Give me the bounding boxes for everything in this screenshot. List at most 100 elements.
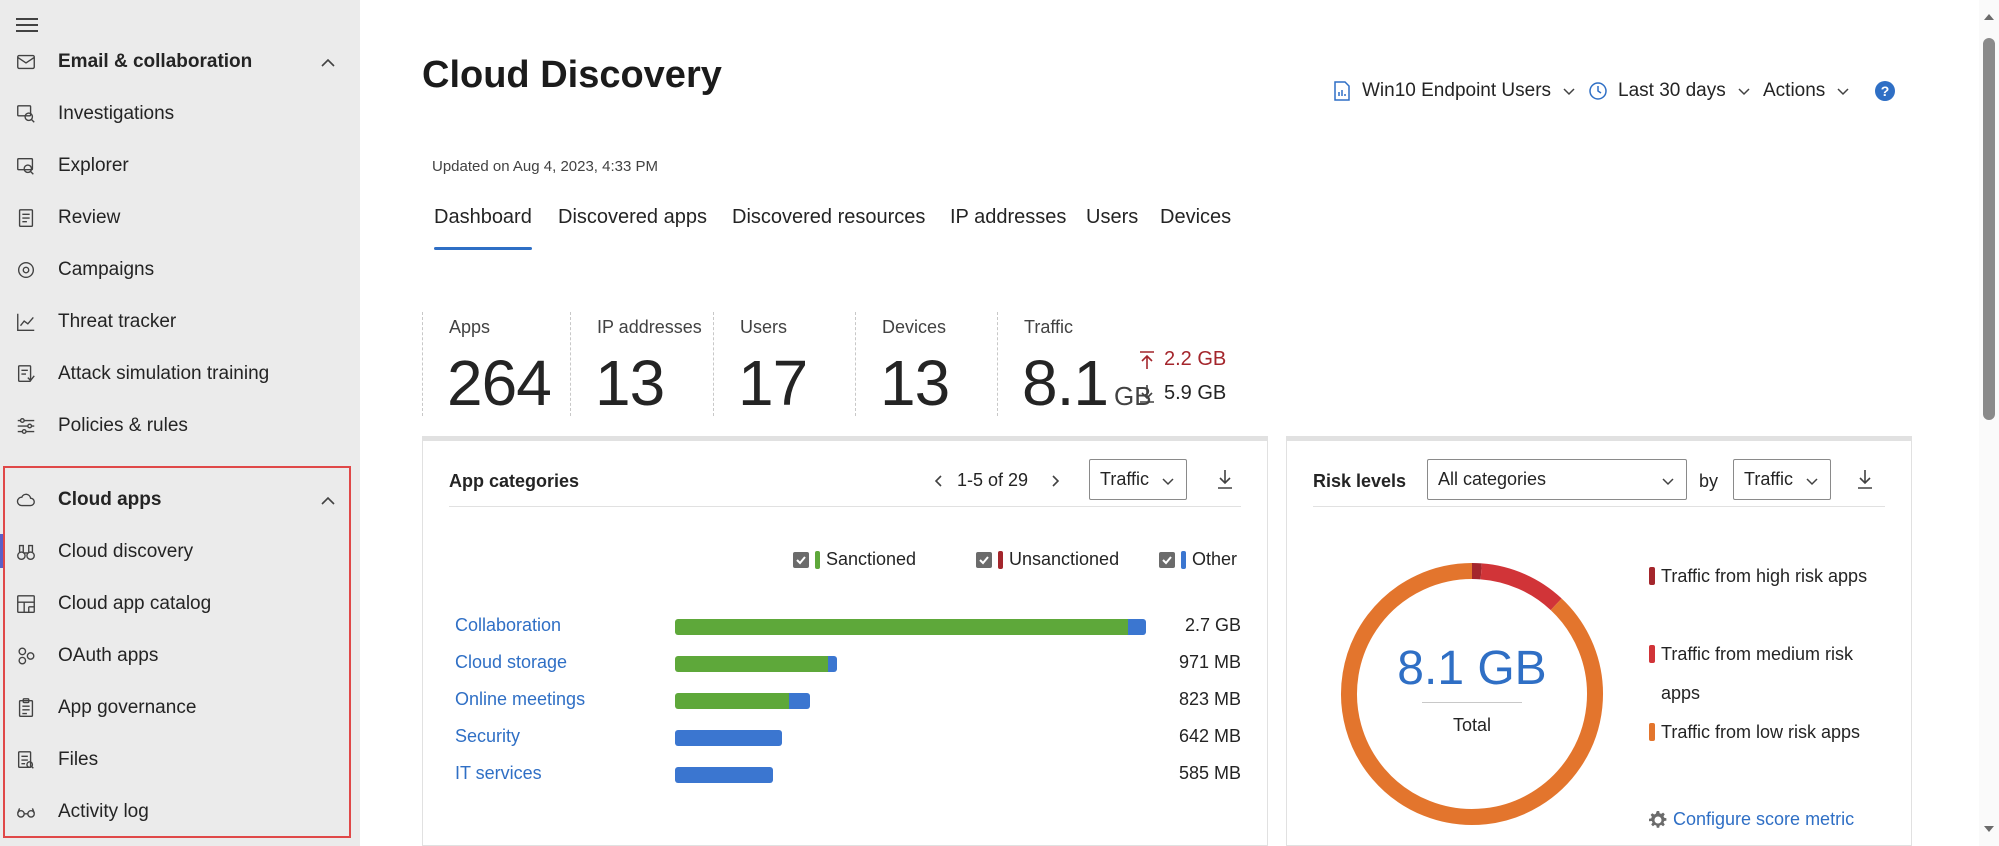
nav-item-campaigns[interactable]: Campaigns <box>0 244 360 296</box>
nav-item-attack-simulation-training[interactable]: Attack simulation training <box>0 348 360 400</box>
arrow-down-icon <box>1140 384 1154 403</box>
nav-group-email-collaboration[interactable]: Email & collaboration <box>0 36 360 88</box>
legend-swatch <box>815 550 820 569</box>
tab-discovered-resources[interactable]: Discovered resources <box>732 206 926 228</box>
stat-label: Apps <box>449 317 491 337</box>
chevron-down-icon <box>1806 478 1818 486</box>
risk-donut-chart: 8.1 GB Total <box>1337 559 1607 829</box>
stat-label: IP addresses <box>597 317 702 337</box>
svg-text:?: ? <box>1881 83 1890 99</box>
nav-item-investigations[interactable]: Investigations <box>0 88 360 140</box>
tab-dashboard[interactable]: Dashboard <box>434 206 532 250</box>
risk-levels-card: Risk levels All categories by Traffic 8.… <box>1286 436 1912 846</box>
nav-item-threat-tracker[interactable]: Threat tracker <box>0 296 360 348</box>
stat-ip-addresses[interactable]: IP addresses 13 <box>570 312 713 419</box>
nav-item-cloud-app-catalog[interactable]: Cloud app catalog <box>0 578 360 630</box>
nav-item-label: Review <box>58 207 121 228</box>
report-label: Win10 Endpoint Users <box>1362 80 1552 101</box>
legend-sanctioned[interactable]: Sanctioned <box>793 549 916 570</box>
nav-item-label: Investigations <box>58 103 175 124</box>
bar-other <box>675 730 782 746</box>
category-link[interactable]: Cloud storage <box>455 652 568 672</box>
category-bar <box>675 767 773 783</box>
legend-label: Traffic from medium risk apps <box>1661 644 1854 703</box>
stat-users[interactable]: Users 17 <box>713 312 855 419</box>
legend-unsanctioned[interactable]: Unsanctioned <box>976 549 1119 570</box>
nav-item-label: Policies & rules <box>58 415 188 436</box>
nav-item-cloud-discovery[interactable]: Cloud discovery <box>0 526 360 578</box>
nav-item-files[interactable]: Files <box>0 734 360 786</box>
download-icon[interactable] <box>1855 468 1875 490</box>
category-row: Collaboration 2.7 GB <box>449 611 1241 641</box>
nav-item-explorer[interactable]: Explorer <box>0 140 360 192</box>
period-selector[interactable]: Last 30 days <box>1588 76 1752 106</box>
actions-label: Actions <box>1763 80 1826 101</box>
chevron-right-icon[interactable] <box>1047 473 1063 489</box>
donut-segment-medium[interactable] <box>1480 563 1562 611</box>
sliders-icon <box>14 414 38 438</box>
card-header: App categories 1-5 of 29 Traffic <box>449 459 1241 507</box>
dropdown-value: All categories <box>1438 469 1547 489</box>
help-button[interactable]: ? <box>1874 76 1896 106</box>
nav-item-label: App governance <box>58 697 197 718</box>
period-label: Last 30 days <box>1618 80 1726 101</box>
scrollbar-thumb[interactable] <box>1983 38 1995 420</box>
cloud-apps-highlight <box>3 466 351 838</box>
card-title: App categories <box>449 471 580 491</box>
category-link[interactable]: Security <box>455 726 521 746</box>
risk-category-dropdown[interactable]: All categories <box>1427 459 1687 500</box>
category-row: IT services 585 MB <box>449 759 1241 789</box>
vertical-scrollbar[interactable] <box>1979 0 1999 846</box>
donut-segment-low[interactable] <box>1341 563 1603 825</box>
app-categories-metric-dropdown[interactable]: Traffic <box>1089 459 1187 500</box>
nav-item-app-governance[interactable]: App governance <box>0 682 360 734</box>
category-link[interactable]: IT services <box>455 763 542 783</box>
app-categories-card: App categories 1-5 of 29 Traffic Sanctio… <box>422 436 1268 846</box>
scroll-up-icon[interactable] <box>1983 12 1995 22</box>
nav-item-oauth-apps[interactable]: OAuth apps <box>0 630 360 682</box>
tab-users[interactable]: Users <box>1086 206 1139 228</box>
nav-group-cloud-apps[interactable]: Cloud apps <box>0 474 360 526</box>
scroll-down-icon[interactable] <box>1983 824 1995 834</box>
nav-item-activity-log[interactable]: Activity log <box>0 786 360 838</box>
category-link[interactable]: Collaboration <box>455 615 562 635</box>
explorer-icon <box>14 154 38 178</box>
report-selector[interactable]: Win10 Endpoint Users <box>1332 76 1577 106</box>
hamburger-menu-icon[interactable] <box>16 18 38 34</box>
stat-apps[interactable]: Apps 264 <box>422 312 570 419</box>
chevron-down-icon <box>1662 478 1674 486</box>
tab-devices[interactable]: Devices <box>1160 206 1232 228</box>
stat-label: Traffic <box>1024 317 1074 337</box>
actions-menu[interactable]: Actions <box>1763 76 1851 106</box>
nav-group-label: Email & collaboration <box>58 51 253 72</box>
risk-legend-high: Traffic from high risk apps <box>1649 557 1879 596</box>
clock-icon <box>1589 82 1607 100</box>
chevron-up-icon[interactable] <box>318 491 338 511</box>
legend-label: Sanctioned <box>826 549 917 569</box>
category-bar <box>675 656 837 672</box>
nav-item-policies-rules[interactable]: Policies & rules <box>0 400 360 452</box>
category-value: 585 MB <box>1178 763 1241 783</box>
legend-other[interactable]: Other <box>1159 549 1237 570</box>
legend-label: Traffic from high risk apps <box>1661 566 1868 586</box>
gear-icon <box>1649 810 1667 828</box>
updated-timestamp: Updated on Aug 4, 2023, 4:33 PM <box>432 158 659 175</box>
tab-ip-addresses[interactable]: IP addresses <box>950 206 1067 228</box>
category-link[interactable]: Online meetings <box>455 689 586 709</box>
nav-item-review[interactable]: Review <box>0 192 360 244</box>
stat-value: 13 <box>595 347 665 419</box>
stat-traffic[interactable]: Traffic 8.1 GB 2.2 GB 5.9 GB <box>997 312 1277 419</box>
tab-discovered-apps[interactable]: Discovered apps <box>558 206 707 228</box>
dropdown-value: Traffic <box>1744 469 1794 489</box>
chevron-left-icon[interactable] <box>931 473 947 489</box>
legend-label: Other <box>1192 549 1238 569</box>
configure-score-metric-link[interactable]: Configure score metric <box>1649 809 1854 830</box>
download-icon[interactable] <box>1215 468 1235 490</box>
bar-other <box>828 656 837 672</box>
chevron-up-icon[interactable] <box>318 53 338 73</box>
risk-metric-dropdown[interactable]: Traffic <box>1733 459 1831 500</box>
stat-devices[interactable]: Devices 13 <box>855 312 997 419</box>
help-icon: ? <box>1875 81 1895 101</box>
category-row: Cloud storage 971 MB <box>449 648 1241 678</box>
catalog-icon <box>14 592 38 616</box>
